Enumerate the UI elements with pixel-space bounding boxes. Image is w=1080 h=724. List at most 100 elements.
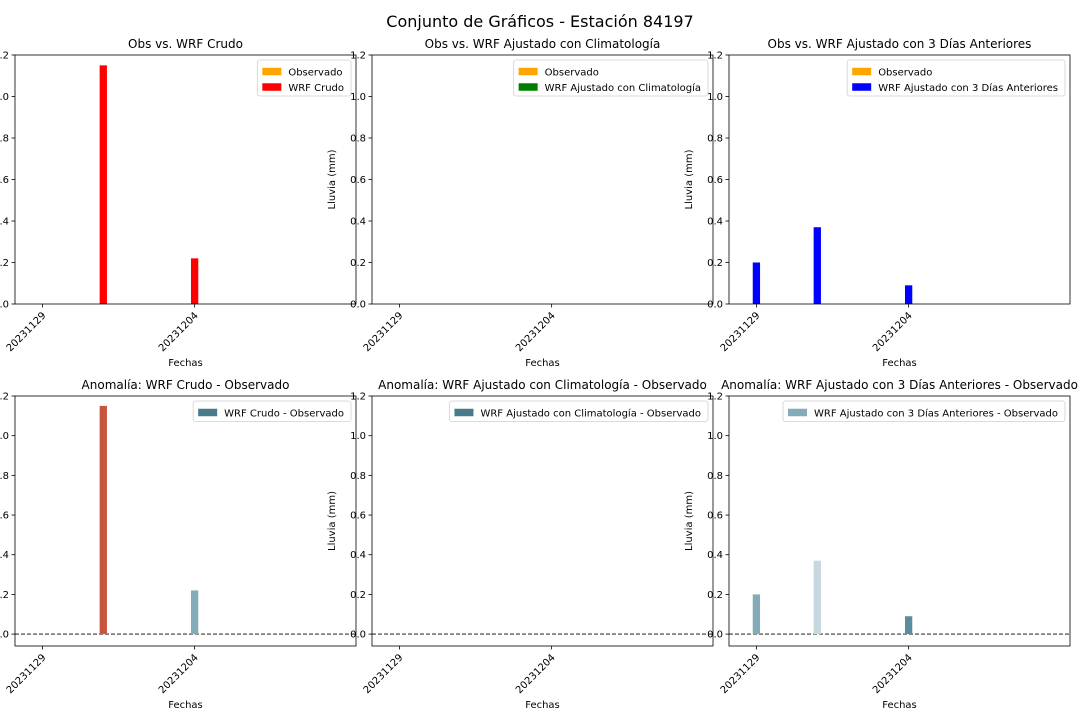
x-tick-label: 20231129 <box>5 652 49 696</box>
legend: Observado WRF Ajustado con 3 Días Anterio… <box>846 59 1066 97</box>
x-axis-label: Fechas <box>882 700 917 711</box>
x-tick-label: 20231129 <box>5 310 49 354</box>
y-tick-label: 0.8 <box>707 471 723 482</box>
bar <box>752 262 761 304</box>
y-tick-label: 0.4 <box>350 217 366 228</box>
legend-swatch <box>518 67 538 76</box>
bar <box>190 590 199 635</box>
legend-swatch <box>788 408 808 417</box>
legend-box <box>513 59 709 97</box>
panel-6: Anomalía: WRF Ajustado con 3 Días Anteri… <box>684 378 1078 711</box>
axes-frame <box>728 395 1071 647</box>
legend-swatch <box>198 408 218 417</box>
legend-swatch <box>262 83 282 91</box>
y-axis-label: Lluvia (mm) <box>327 149 338 209</box>
x-tick-label: 20231204 <box>871 310 915 354</box>
y-tick-label: 0.8 <box>0 134 9 145</box>
panel-title: Obs vs. WRF Ajustado con Climatología <box>425 37 661 51</box>
y-tick-label: 0.0 <box>0 630 9 641</box>
panel-title: Obs vs. WRF Ajustado con 3 Días Anterior… <box>768 37 1032 51</box>
legend-swatch <box>852 83 872 91</box>
y-axis-label: Lluvia (mm) <box>327 491 338 551</box>
panel-title: Anomalía: WRF Ajustado con 3 Días Anteri… <box>721 378 1078 392</box>
y-tick-label: 0.2 <box>350 258 366 269</box>
y-tick-label: 1.0 <box>350 92 366 103</box>
y-tick-label: 0.0 <box>350 630 366 641</box>
legend-box <box>449 400 709 422</box>
y-tick-label: 0.4 <box>350 550 366 561</box>
panel-title: Anomalía: WRF Ajustado con Climatología … <box>378 378 707 392</box>
y-tick-label: 0.0 <box>0 300 9 311</box>
y-tick-label: 1.2 <box>350 392 366 403</box>
legend: WRF Ajustado con 3 Días Anteriores - Obs… <box>782 400 1066 422</box>
y-tick-label: 0.6 <box>0 511 9 522</box>
panel-title: Obs vs. WRF Crudo <box>128 37 243 51</box>
bar <box>904 285 913 304</box>
legend-label: WRF Crudo - Observado <box>224 408 344 419</box>
legend-label: Observado <box>288 67 342 78</box>
axes-frame <box>14 395 357 647</box>
panel-5: Anomalía: WRF Ajustado con Climatología … <box>327 378 714 711</box>
x-tick-label: 20231204 <box>514 652 558 696</box>
legend-label: WRF Ajustado con 3 Días Anteriores <box>878 82 1058 94</box>
y-tick-label: 1.2 <box>0 51 9 62</box>
legend: WRF Ajustado con Climatología - Observad… <box>449 400 709 422</box>
y-tick-label: 0.0 <box>707 300 723 311</box>
axes-frame <box>371 395 714 647</box>
bar <box>813 560 821 635</box>
x-tick-label: 20231204 <box>157 652 201 696</box>
bar <box>904 616 913 635</box>
y-tick-label: 0.6 <box>707 175 723 186</box>
x-tick-label: 20231204 <box>514 310 558 354</box>
legend-label: Observado <box>878 67 932 78</box>
x-tick-label: 20231129 <box>362 652 406 696</box>
y-tick-label: 0.2 <box>707 258 723 269</box>
y-tick-label: 1.0 <box>350 431 366 442</box>
y-tick-label: 0.2 <box>0 258 9 269</box>
y-tick-label: 1.2 <box>0 392 9 403</box>
legend-label: Observado <box>545 67 599 78</box>
y-tick-label: 0.8 <box>350 471 366 482</box>
bar <box>99 65 107 304</box>
y-tick-label: 0.8 <box>707 134 723 145</box>
panel-title: Anomalía: WRF Crudo - Observado <box>82 378 290 392</box>
x-axis-label: Fechas <box>168 700 203 711</box>
legend-box <box>846 59 1066 97</box>
x-axis-label: Fechas <box>525 700 560 711</box>
panel-2: Obs vs. WRF Ajustado con Climatología 0.0… <box>327 37 714 369</box>
legend: WRF Crudo - Observado <box>192 400 352 422</box>
legend-box <box>782 400 1066 422</box>
y-tick-label: 0.8 <box>350 134 366 145</box>
y-tick-label: 0.0 <box>350 300 366 311</box>
panel-1: Obs vs. WRF Crudo 0.0 0.2 0.4 0.6 0.8 1.0 1.2 20… <box>0 37 357 369</box>
y-tick-label: 1.0 <box>707 92 723 103</box>
x-tick-label: 20231129 <box>362 310 406 354</box>
bar <box>190 258 199 304</box>
bar <box>752 594 761 635</box>
y-tick-label: 1.2 <box>350 51 366 62</box>
legend-label: WRF Ajustado con 3 Días Anteriores - Obs… <box>814 407 1058 419</box>
y-tick-label: 0.4 <box>0 550 9 561</box>
legend-swatch <box>262 67 282 76</box>
x-axis-label: Fechas <box>525 358 560 369</box>
bar <box>99 405 107 635</box>
panel-3: Obs vs. WRF Ajustado con 3 Días Anterior… <box>684 37 1071 369</box>
x-axis-label: Fechas <box>882 358 917 369</box>
y-axis-label: Lluvia (mm) <box>684 491 695 551</box>
y-tick-label: 0.6 <box>0 175 9 186</box>
legend-swatch <box>852 67 872 76</box>
y-tick-label: 0.6 <box>350 511 366 522</box>
y-tick-label: 1.2 <box>707 392 723 403</box>
x-tick-label: 20231129 <box>719 310 763 354</box>
legend: Observado WRF Crudo <box>256 59 352 97</box>
x-tick-label: 20231129 <box>719 652 763 696</box>
panel-4: Anomalía: WRF Crudo - Observado 0.0 0.2 0.4… <box>0 378 357 711</box>
legend-swatch <box>518 83 538 91</box>
y-tick-label: 1.0 <box>0 431 9 442</box>
y-tick-label: 0.4 <box>707 217 723 228</box>
legend: Observado WRF Ajustado con Climatología <box>513 59 709 97</box>
legend-label: WRF Crudo <box>288 83 344 94</box>
y-tick-label: 0.6 <box>707 511 723 522</box>
y-tick-label: 0.2 <box>0 590 9 601</box>
